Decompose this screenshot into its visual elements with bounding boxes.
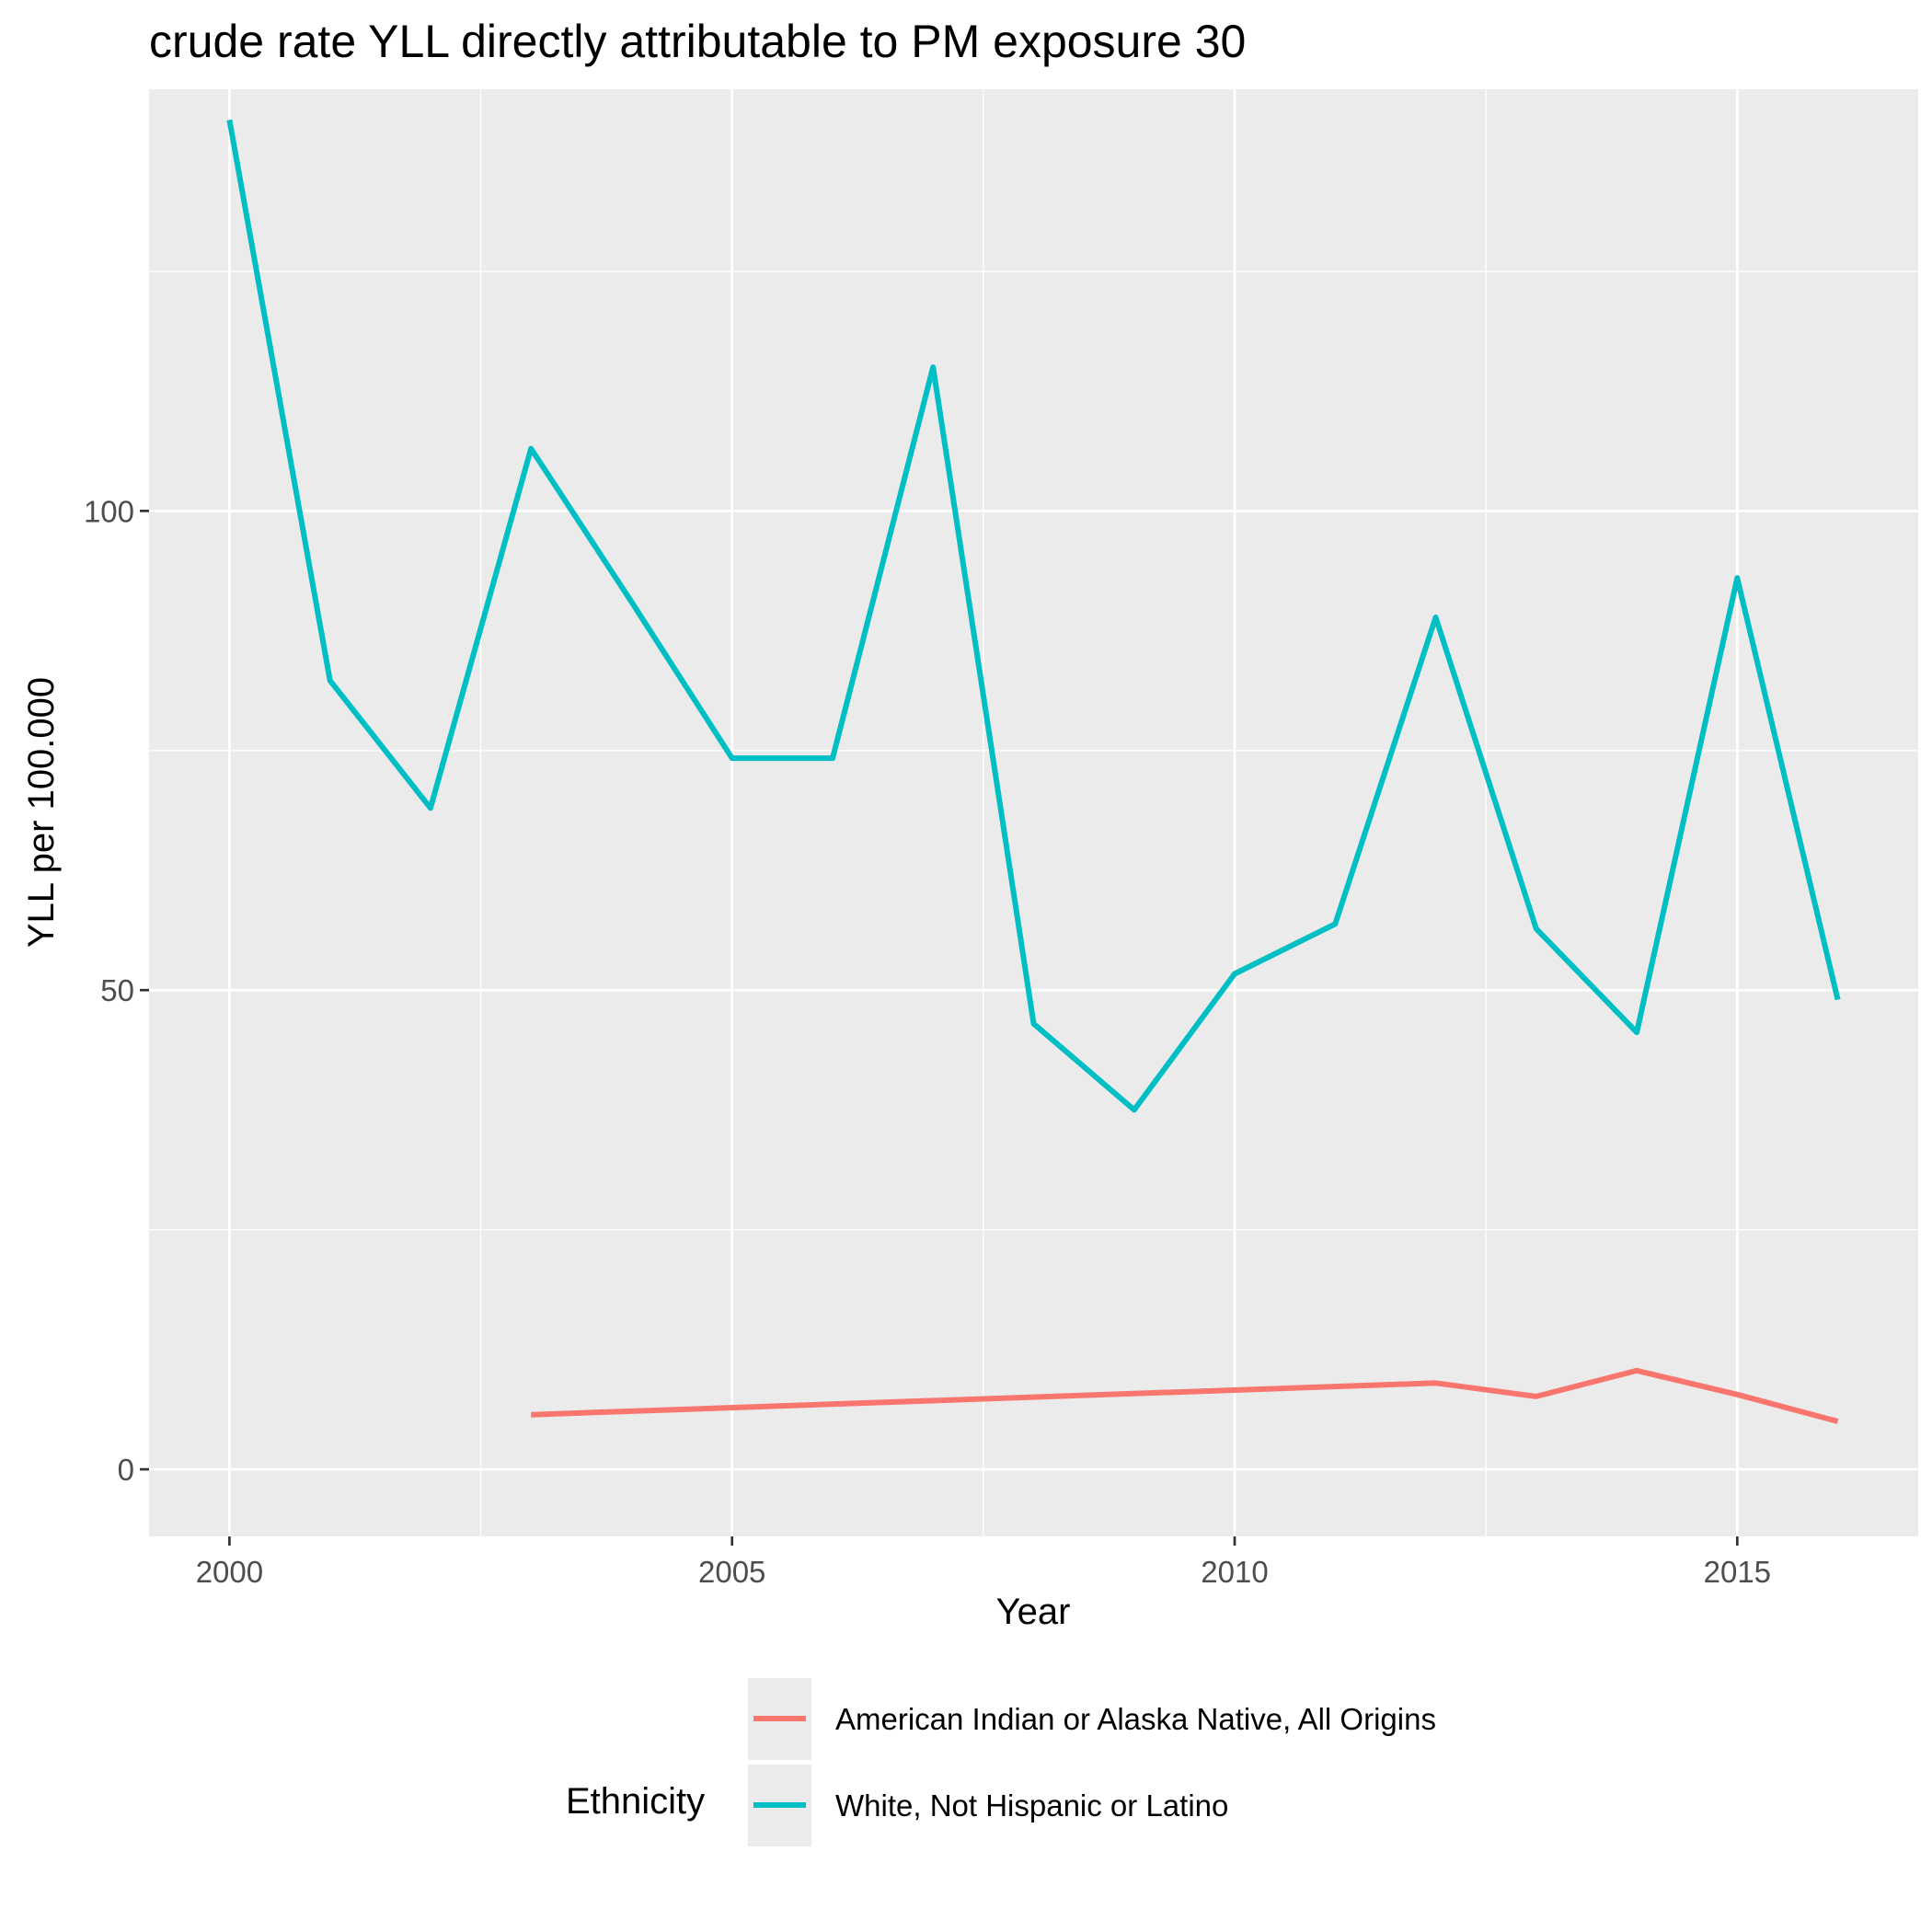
y-axis: 0 50 100 — [84, 494, 149, 1487]
series-lines — [226, 119, 1841, 1424]
y-tick-label: 50 — [100, 973, 134, 1007]
legend-item: White, Not Hispanic or Latino — [746, 1763, 1228, 1848]
x-axis: 2000 2005 2010 2015 — [196, 1536, 1771, 1589]
legend-label: White, Not Hispanic or Latino — [835, 1788, 1228, 1823]
x-tick-label: 2005 — [698, 1555, 765, 1589]
legend-title: Ethnicity — [566, 1781, 705, 1822]
series-line-1 — [531, 1367, 1839, 1424]
x-tick-label: 2000 — [196, 1555, 263, 1589]
series-line-2 — [226, 119, 1841, 1113]
y-tick-label: 0 — [118, 1453, 134, 1487]
legend-items: American Indian or Alaska Native, All Or… — [746, 1676, 1436, 1848]
chart-title: crude rate YLL directly attributable to … — [149, 16, 1246, 67]
x-tick-label: 2010 — [1201, 1555, 1268, 1589]
y-tick-label: 100 — [84, 494, 134, 528]
x-axis-title: Year — [996, 1592, 1071, 1632]
legend: Ethnicity American Indian or Alaska Nati… — [566, 1676, 1436, 1848]
y-axis-title: YLL per 100.000 — [21, 677, 62, 948]
plot-panel — [149, 89, 1918, 1536]
legend-label: American Indian or Alaska Native, All Or… — [835, 1702, 1436, 1736]
x-tick-label: 2015 — [1704, 1555, 1771, 1589]
grid-major — [149, 89, 1918, 1536]
legend-item: American Indian or Alaska Native, All Or… — [746, 1676, 1436, 1762]
